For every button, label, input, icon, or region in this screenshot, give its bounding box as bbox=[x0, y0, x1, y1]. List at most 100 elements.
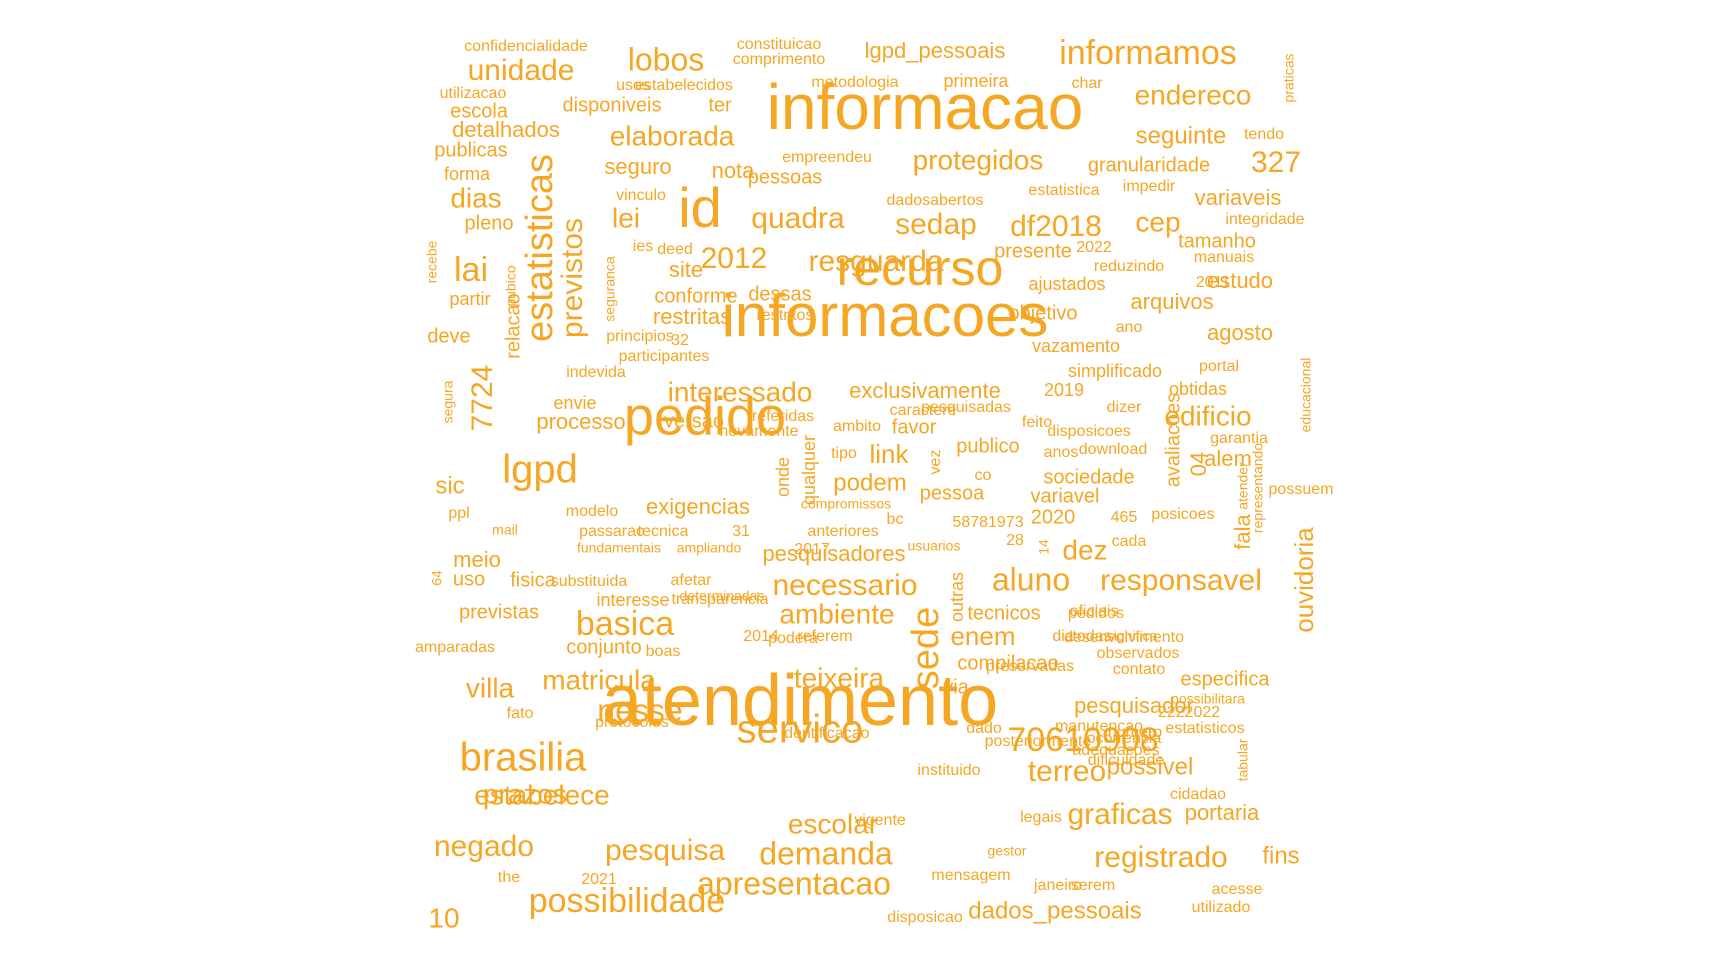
word-sic: sic bbox=[435, 472, 464, 499]
word-avaliacoes: avaliacoes bbox=[1162, 393, 1184, 488]
word-pessoa: pessoa bbox=[920, 482, 985, 504]
word-dados-pessoais: dados_pessoais bbox=[968, 897, 1141, 924]
word-seguranca: seguranca bbox=[602, 256, 618, 322]
word-afetar: afetar bbox=[671, 572, 713, 589]
word-contato: contato bbox=[1113, 661, 1166, 678]
word-oficiais: oficiais bbox=[1070, 603, 1119, 620]
word-dessas: dessas bbox=[748, 283, 811, 305]
word-teixeira: teixeira bbox=[794, 662, 885, 693]
word-informacao: informacao bbox=[767, 71, 1084, 143]
word-fala: fala bbox=[1230, 514, 1255, 550]
word-2222022: 2222022 bbox=[1158, 704, 1220, 721]
word-char: char bbox=[1071, 75, 1103, 92]
word-interessado: interessado bbox=[668, 376, 813, 407]
word-conforme: conforme bbox=[654, 285, 737, 307]
word-the: the bbox=[498, 869, 520, 886]
word-recebe: recebe bbox=[424, 240, 440, 283]
word-serem: serem bbox=[1071, 877, 1115, 894]
word-integridade: integridade bbox=[1225, 211, 1304, 228]
word-escolar: escolar bbox=[788, 808, 878, 839]
word-usos: usos bbox=[616, 77, 650, 94]
word-variavel: variavel bbox=[1031, 485, 1100, 507]
word-janeiro: janeiro bbox=[1033, 877, 1082, 894]
word-vigente: vigente bbox=[854, 812, 906, 829]
word-educacional: educacional bbox=[1298, 358, 1314, 433]
word-pleno: pleno bbox=[465, 212, 514, 234]
word-64: 64 bbox=[429, 570, 445, 586]
word-portal: portal bbox=[1199, 358, 1239, 375]
word-participantes: participantes bbox=[619, 348, 710, 365]
word-favor: favor bbox=[892, 416, 937, 438]
word-ter: ter bbox=[708, 94, 732, 116]
word-presente: presente bbox=[994, 240, 1072, 262]
word-nesse: nesse bbox=[597, 692, 682, 728]
word-legais: legais bbox=[1020, 809, 1062, 826]
word-tamanho: tamanho bbox=[1178, 230, 1256, 252]
word-exclusivamente: exclusivamente bbox=[849, 378, 1001, 403]
word-tabular: tabular bbox=[1235, 738, 1251, 781]
word-primeira: primeira bbox=[943, 71, 1009, 91]
word-10: 10 bbox=[428, 902, 459, 933]
word-segura: segura bbox=[440, 380, 456, 423]
word-tipo: tipo bbox=[831, 445, 857, 462]
word-cep: cep bbox=[1135, 206, 1180, 237]
word-ambiente: ambiente bbox=[779, 598, 894, 629]
word-interesse: interesse bbox=[596, 590, 669, 610]
word-protocolos: protocolos bbox=[595, 714, 669, 731]
word-fato: fato bbox=[507, 705, 534, 722]
word-passarao: passarao bbox=[579, 523, 645, 540]
word-anteriores: anteriores bbox=[807, 523, 878, 540]
word-alem: alem bbox=[1204, 446, 1252, 471]
word-posicoes: posicoes bbox=[1151, 506, 1214, 523]
word-2012: 2012 bbox=[701, 242, 768, 275]
word-possuem: possuem bbox=[1269, 481, 1334, 498]
word-referidas: referidas bbox=[752, 408, 814, 425]
word-partir: partir bbox=[449, 289, 490, 309]
word-estatisticas: estatisticas bbox=[519, 154, 561, 342]
word-df2018: df2018 bbox=[1010, 210, 1102, 243]
word-usuarios: usuarios bbox=[908, 538, 961, 554]
word-observados: observados bbox=[1097, 645, 1180, 662]
word-graficas: graficas bbox=[1067, 798, 1172, 831]
word-sedap: sedap bbox=[895, 208, 977, 241]
word-necessario: necessario bbox=[772, 569, 917, 602]
word-bc: bc bbox=[887, 511, 904, 528]
word-publicas: publicas bbox=[434, 139, 507, 161]
word-pubico: pubico bbox=[503, 265, 519, 306]
word-seguinte: seguinte bbox=[1136, 122, 1227, 149]
word-7724: 7724 bbox=[466, 365, 499, 432]
word-processo: processo bbox=[536, 409, 625, 434]
word-reduzindo: reduzindo bbox=[1094, 258, 1164, 275]
word-download: download bbox=[1079, 441, 1148, 458]
word-cada: cada bbox=[1112, 533, 1147, 550]
word-pedidos: pedidos bbox=[1068, 605, 1124, 622]
word-site: site bbox=[669, 257, 703, 282]
word-obtidas: obtidas bbox=[1169, 379, 1227, 399]
word-id: id bbox=[678, 176, 722, 239]
word-substituida: substituida bbox=[551, 573, 628, 590]
word-arquivos: arquivos bbox=[1130, 289, 1213, 314]
word-informacoes: informacoes bbox=[722, 282, 1049, 349]
word-aluno: aluno bbox=[992, 561, 1070, 597]
word-matricula: matricula bbox=[542, 664, 656, 695]
word-2014: 2014 bbox=[743, 628, 779, 645]
word-ambito: ambito bbox=[833, 418, 881, 435]
word-portaria: portaria bbox=[1185, 800, 1260, 825]
word-podera: podera bbox=[768, 630, 818, 647]
word-identificacao: identificacao bbox=[781, 725, 870, 742]
word-preservadas: preservadas bbox=[986, 658, 1074, 675]
word-fundamentais: fundamentais bbox=[577, 540, 661, 556]
word-restritas: restritas bbox=[653, 304, 731, 329]
word-estatisticos: estatisticos bbox=[1165, 720, 1244, 737]
word-pedido: pedido bbox=[624, 386, 786, 446]
word-ampliando: ampliando bbox=[677, 540, 742, 556]
word-boas: boas bbox=[646, 643, 681, 660]
word-manuais: manuais bbox=[1194, 249, 1254, 266]
word-pesquisa: pesquisa bbox=[605, 834, 725, 867]
word-elaborada: elaborada bbox=[610, 120, 735, 151]
word-previstos: previstos bbox=[556, 218, 589, 338]
word-prazos: prazos bbox=[483, 778, 567, 809]
word-mensagem: mensagem bbox=[931, 867, 1010, 884]
word-pesquisadas: pesquisadas bbox=[921, 399, 1011, 416]
word-metodologia: metodologia bbox=[811, 74, 898, 91]
